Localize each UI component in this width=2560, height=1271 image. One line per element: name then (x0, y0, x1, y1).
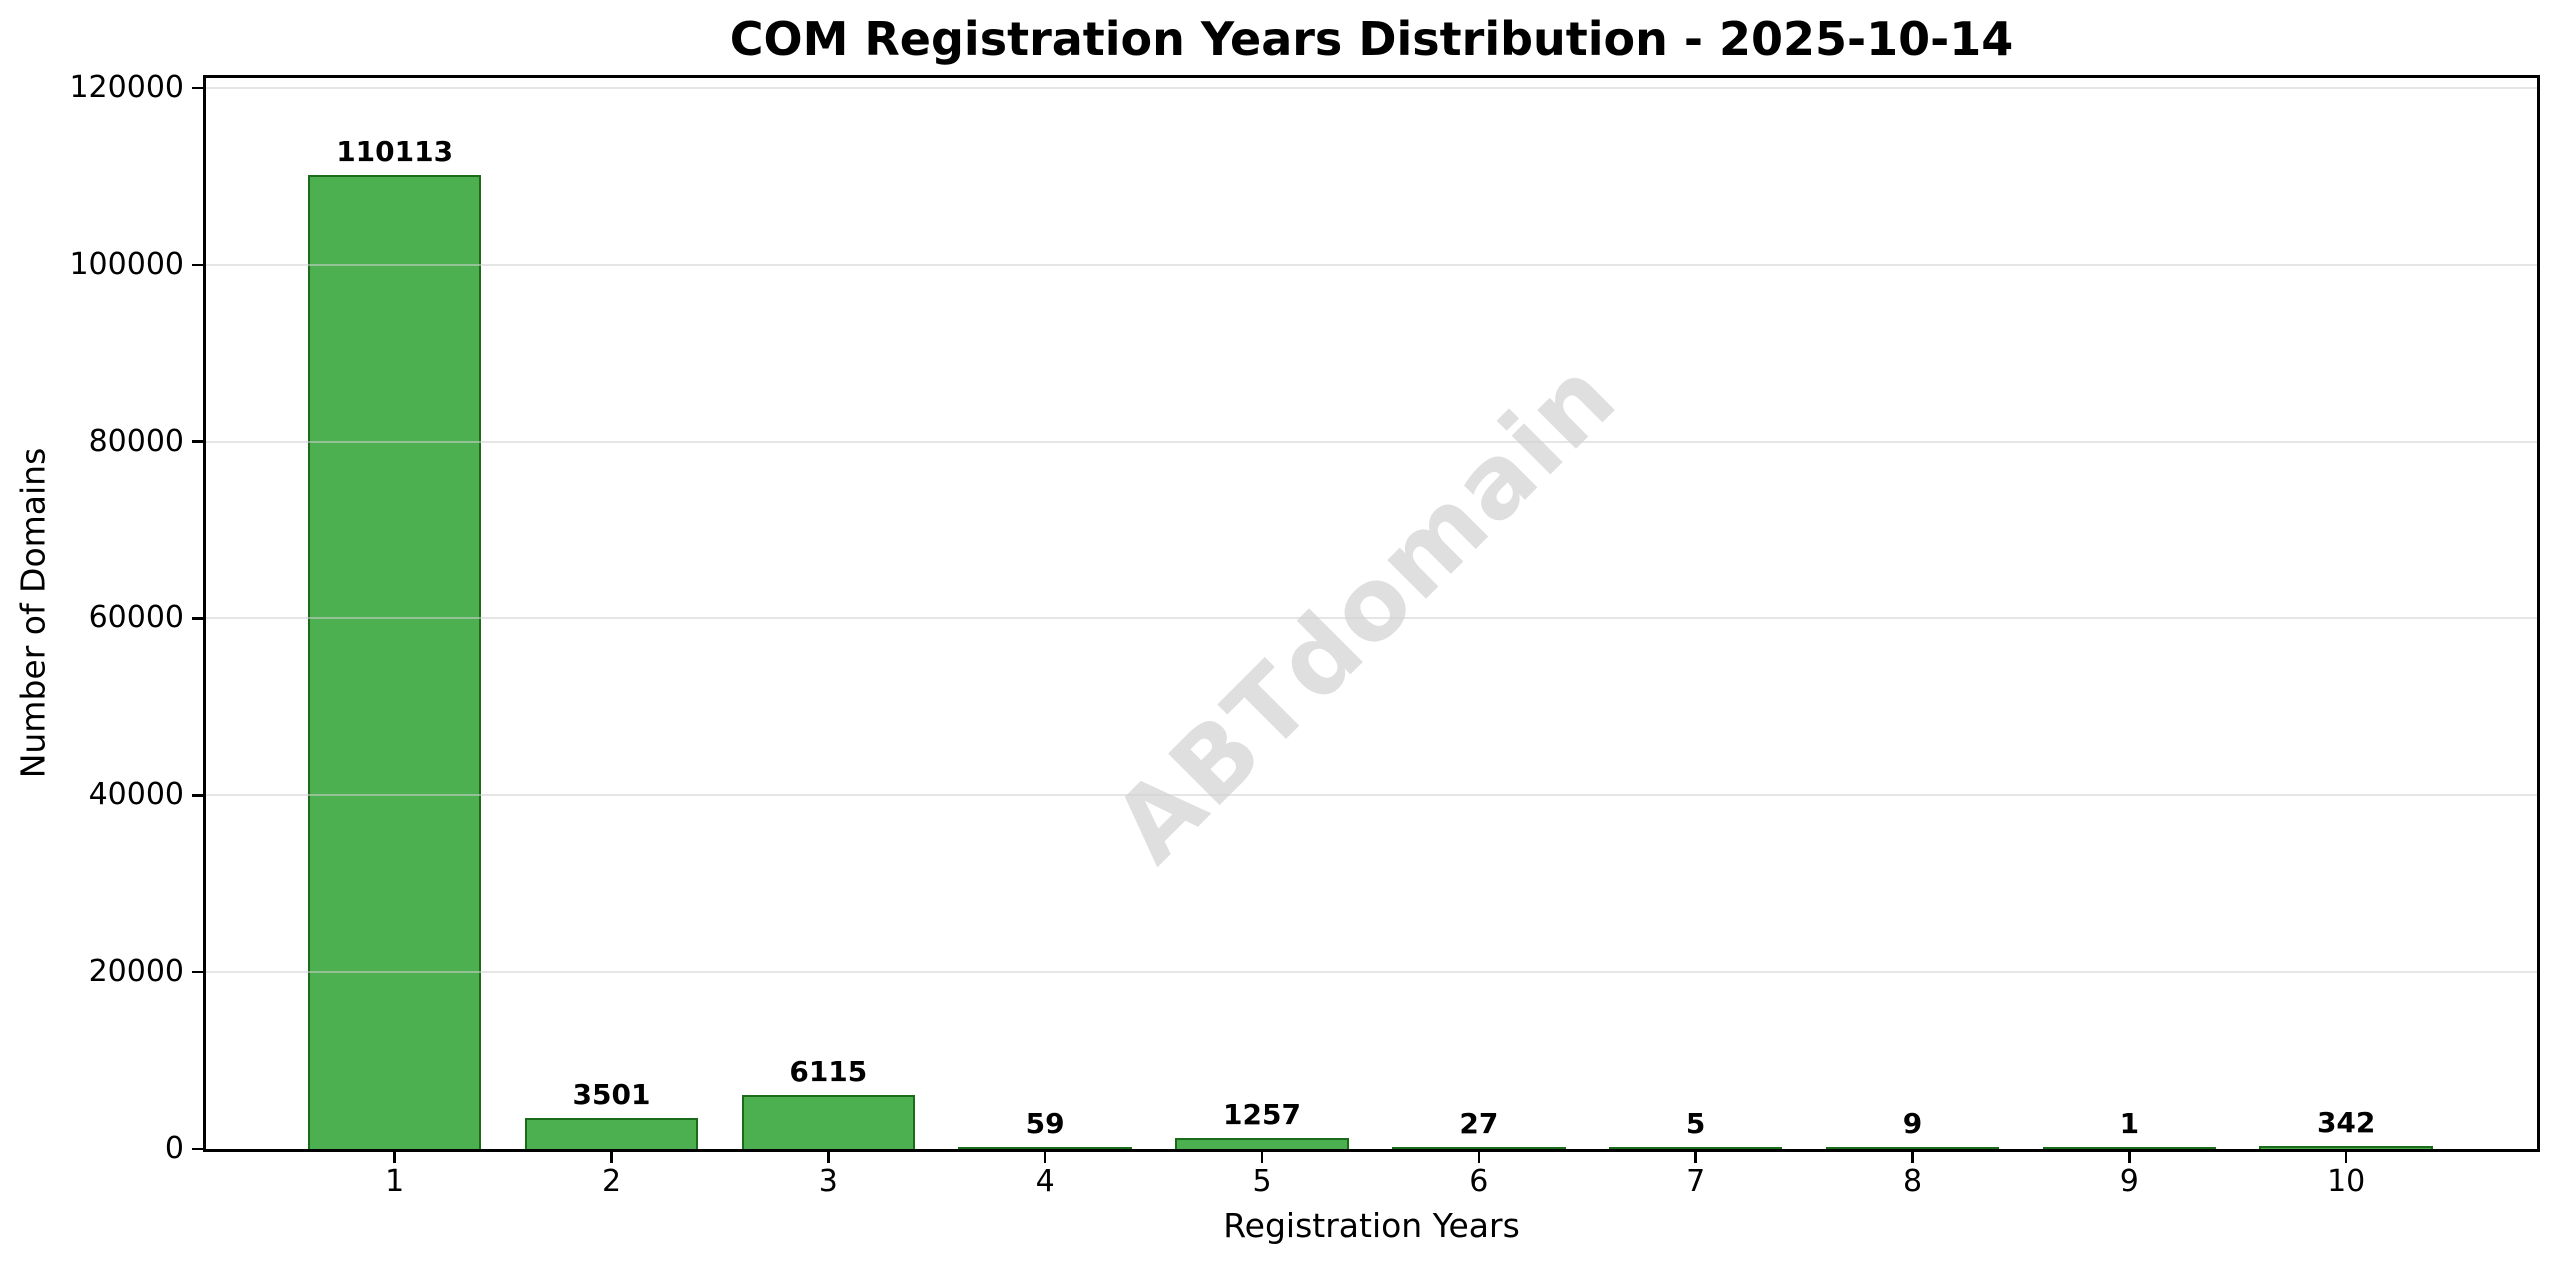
bar-value-label-7: 5 (1685, 1107, 1706, 1140)
y-tick-mark-40000 (192, 794, 203, 797)
bar-value-label-4: 59 (1025, 1107, 1065, 1140)
bar-year-4 (958, 1147, 1132, 1149)
y-tick-label-60000: 60000 (88, 600, 184, 636)
x-tick-mark-5 (1260, 1152, 1264, 1163)
chart-title: COM Registration Years Distribution - 20… (729, 12, 2014, 66)
y-tick-label-120000: 120000 (69, 69, 184, 105)
bar-value-label-2: 3501 (572, 1078, 651, 1112)
bar-year-3 (741, 1094, 916, 1149)
x-tick-mark-8 (1911, 1152, 1914, 1163)
x-tick-mark-3 (827, 1152, 830, 1163)
x-tick-label-6: 6 (1469, 1164, 1489, 1199)
y-tick-label-40000: 40000 (88, 777, 184, 813)
y-tick-label-20000: 20000 (88, 954, 184, 990)
y-tick-label-100000: 100000 (69, 246, 184, 282)
bar-year-10 (2259, 1145, 2433, 1149)
x-tick-label-3: 3 (818, 1164, 838, 1199)
bar-value-label-3: 6115 (789, 1054, 868, 1088)
bar-year-8 (1825, 1147, 2000, 1149)
y-tick-label-80000: 80000 (88, 423, 184, 459)
y-tick-label-0: 0 (164, 1131, 184, 1166)
x-tick-mark-9 (2128, 1152, 2131, 1163)
x-axis-title: Registration Years (1223, 1206, 1520, 1245)
y-tick-mark-20000 (192, 970, 203, 974)
y-tick-mark-60000 (192, 617, 203, 620)
y-tick-mark-100000 (192, 263, 203, 267)
bar-year-6 (1392, 1147, 1566, 1149)
x-tick-label-8: 8 (1902, 1164, 1923, 1199)
gridline-y-120000 (206, 86, 2537, 89)
y-tick-mark-120000 (192, 86, 203, 90)
x-tick-label-10: 10 (2327, 1164, 2366, 1199)
bar-year-2 (524, 1118, 699, 1149)
gridline-y-40000 (206, 794, 2537, 797)
bar-value-label-9: 1 (2119, 1107, 2140, 1140)
bar-year-1 (307, 175, 482, 1149)
x-tick-label-5: 5 (1252, 1164, 1272, 1199)
bar-value-label-5: 1257 (1223, 1097, 1301, 1131)
x-tick-mark-1 (393, 1152, 396, 1163)
x-tick-mark-7 (1694, 1152, 1697, 1163)
x-tick-mark-10 (2344, 1152, 2348, 1163)
gridline-y-20000 (206, 971, 2537, 974)
y-tick-mark-0 (192, 1147, 203, 1151)
y-axis-title: Number of Domains (13, 447, 53, 779)
bar-year-5 (1175, 1137, 1349, 1149)
gridline-y-100000 (206, 263, 2537, 266)
x-tick-label-1: 1 (385, 1164, 405, 1199)
bar-value-label-8: 9 (1902, 1107, 1923, 1140)
bar-value-label-10: 342 (2316, 1105, 2376, 1139)
gridline-y-80000 (206, 440, 2537, 443)
bar-value-label-1: 110113 (336, 135, 454, 169)
x-tick-label-7: 7 (1686, 1164, 1706, 1199)
bar-value-label-6: 27 (1459, 1107, 1499, 1140)
x-tick-mark-4 (1043, 1152, 1047, 1163)
x-tick-mark-2 (610, 1152, 613, 1163)
x-tick-mark-6 (1477, 1152, 1481, 1163)
x-tick-label-2: 2 (601, 1164, 622, 1199)
bar-year-9 (2042, 1147, 2217, 1149)
x-tick-label-9: 9 (2119, 1164, 2139, 1199)
bar-year-7 (1608, 1147, 1783, 1149)
y-tick-mark-80000 (192, 440, 203, 443)
x-tick-label-4: 4 (1035, 1164, 1055, 1199)
